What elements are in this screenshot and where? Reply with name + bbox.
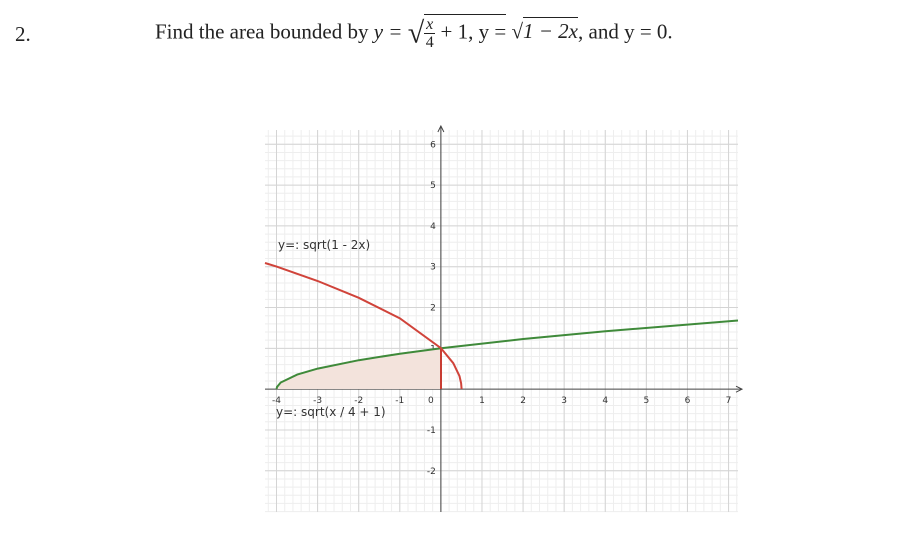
tail: , and y = 0. <box>578 19 673 44</box>
y-tick-label: -1 <box>427 426 436 436</box>
intro: Find the area bounded by <box>155 19 369 44</box>
y-tick-label: 5 <box>430 181 436 191</box>
y-tick-label: 4 <box>430 222 436 232</box>
eq1-rest: + 1, y = <box>440 19 507 44</box>
x-tick-label: -2 <box>354 396 363 406</box>
x-tick-label: 6 <box>685 396 691 406</box>
red-label: y=: sqrt(1 - 2x) <box>278 238 370 252</box>
green-label: y=: sqrt(x / 4 + 1) <box>276 405 386 419</box>
y-arrow <box>437 124 445 133</box>
x-tick-label: 4 <box>602 396 608 406</box>
x-tick-label: 5 <box>643 396 649 406</box>
x-tick-label: 0 <box>428 396 434 406</box>
x-tick-label: -4 <box>272 396 281 406</box>
x-tick-label: 1 <box>479 396 485 406</box>
x-arrow <box>735 385 744 393</box>
problem-number: 2. <box>15 22 31 46</box>
x-tick-label: -1 <box>395 396 404 406</box>
x-tick-label: 3 <box>561 396 567 406</box>
eq1-lhs: y = <box>373 19 403 44</box>
red-curve <box>264 262 463 390</box>
y-tick-label: -2 <box>427 467 436 477</box>
eq2-radicand: 1 − 2x <box>523 17 578 44</box>
green-curve <box>275 319 739 390</box>
x-tick-label: -3 <box>313 396 322 406</box>
y-tick-label: 2 <box>430 304 436 314</box>
shaded-region <box>276 348 441 389</box>
x-tick-label: 7 <box>726 396 732 406</box>
y-tick-label: 3 <box>430 263 436 273</box>
y-tick-label: 6 <box>430 140 436 150</box>
x-tick-label: 2 <box>520 396 526 406</box>
eq1-num: x <box>424 16 436 34</box>
eq1-den: 4 <box>425 34 434 51</box>
problem-statement: Find the area bounded by y = √ x 4 + 1, y … <box>155 14 673 51</box>
